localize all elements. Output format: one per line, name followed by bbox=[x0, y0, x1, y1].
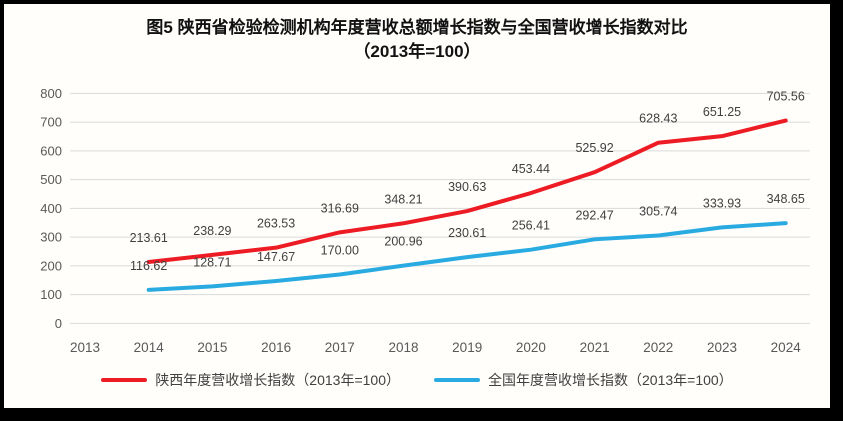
x-tick-label: 2017 bbox=[325, 340, 355, 355]
shaanxi-series-line bbox=[146, 118, 788, 264]
shaanxi-data-label: 628.43 bbox=[639, 112, 677, 126]
y-tick-label: 500 bbox=[40, 172, 62, 187]
national-data-label: 292.47 bbox=[575, 208, 613, 222]
x-tick-label: 2024 bbox=[771, 340, 802, 355]
x-tick-label: 2013 bbox=[70, 340, 100, 355]
legend-item-national: 全国年度营收增长指数（2013年=100） bbox=[434, 370, 733, 390]
national-data-label: 170.00 bbox=[321, 244, 359, 258]
y-tick-label: 400 bbox=[40, 201, 62, 216]
legend-item-shaanxi: 陕西年度营收增长指数（2013年=100） bbox=[101, 370, 400, 390]
shaanxi-data-label: 525.92 bbox=[575, 141, 613, 155]
national-data-label: 200.96 bbox=[384, 235, 422, 249]
shaanxi-data-label: 238.29 bbox=[193, 224, 231, 238]
national-data-label: 128.71 bbox=[193, 255, 231, 269]
x-tick-label: 2018 bbox=[388, 340, 418, 355]
national-data-label: 147.67 bbox=[257, 250, 295, 264]
national-legend-swatch bbox=[434, 378, 480, 382]
national-legend-label: 全国年度营收增长指数（2013年=100） bbox=[488, 372, 733, 388]
shaanxi-data-label: 390.63 bbox=[448, 180, 486, 194]
x-tick-label: 2022 bbox=[643, 340, 673, 355]
national-data-label: 116.62 bbox=[130, 259, 167, 273]
y-tick-label: 200 bbox=[40, 258, 62, 273]
national-data-label: 305.74 bbox=[639, 204, 677, 218]
line-chart: 0 100 200 300 400 500 600 700 800 2013 2014 2015 201… bbox=[40, 86, 810, 355]
shaanxi-legend-swatch bbox=[101, 378, 148, 382]
y-tick-label: 0 bbox=[55, 316, 62, 331]
x-tick-label: 2019 bbox=[452, 340, 482, 355]
chart-title-line1: 图5 陕西省检验检测机构年度营收总额增长指数与全国营收增长指数对比 bbox=[146, 18, 688, 37]
chart-title-line2: （2013年=100） bbox=[353, 42, 481, 61]
chart-title: 图5 陕西省检验检测机构年度营收总额增长指数与全国营收增长指数对比 （2013年… bbox=[4, 16, 830, 64]
shaanxi-data-label: 348.21 bbox=[384, 192, 422, 206]
shaanxi-data-label: 705.56 bbox=[767, 90, 805, 104]
x-tick-label: 2014 bbox=[134, 340, 165, 355]
x-tick-label: 2023 bbox=[707, 340, 737, 355]
x-tick-label: 2020 bbox=[516, 340, 546, 355]
shaanxi-data-label: 651.25 bbox=[703, 105, 741, 119]
y-tick-label: 600 bbox=[40, 143, 62, 158]
national-data-label: 333.93 bbox=[703, 196, 741, 210]
shaanxi-legend-label: 陕西年度营收增长指数（2013年=100） bbox=[155, 372, 400, 388]
national-series-line bbox=[146, 221, 788, 292]
shaanxi-data-label: 213.61 bbox=[130, 231, 168, 245]
x-tick-label: 2015 bbox=[197, 340, 227, 355]
y-tick-label: 800 bbox=[40, 86, 62, 101]
y-tick-label: 300 bbox=[40, 230, 62, 245]
x-tick-label: 2021 bbox=[580, 340, 610, 355]
x-tick-label: 2016 bbox=[261, 340, 291, 355]
chart-legend: 陕西年度营收增长指数（2013年=100） 全国年度营收增长指数（2013年=10… bbox=[4, 370, 830, 390]
national-data-label: 230.61 bbox=[448, 226, 486, 240]
shaanxi-data-label: 453.44 bbox=[512, 162, 550, 176]
shaanxi-data-label: 316.69 bbox=[321, 201, 359, 215]
national-data-label: 256.41 bbox=[512, 219, 550, 233]
national-data-label: 348.65 bbox=[767, 192, 805, 206]
y-tick-label: 100 bbox=[40, 287, 62, 302]
shaanxi-data-label: 263.53 bbox=[257, 217, 295, 231]
y-tick-label: 700 bbox=[40, 115, 62, 130]
